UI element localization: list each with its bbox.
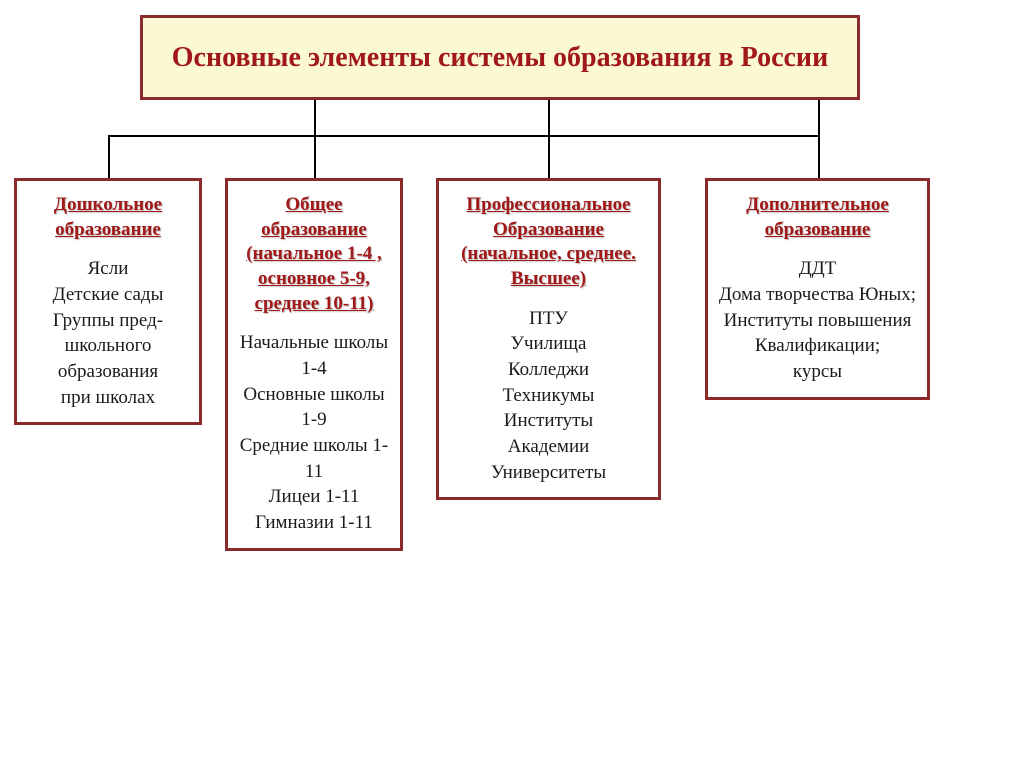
category-box-preschool: Дошкольное образование ЯслиДетские садыГ… [14, 178, 202, 425]
diagram-title: Основные элементы системы образования в … [172, 40, 828, 75]
category-body: ДДТДома творчества Юных;Институты повыше… [716, 256, 919, 384]
category-box-additional: Дополнительное образование ДДТДома творч… [705, 178, 930, 400]
connector [548, 100, 550, 178]
category-body: ЯслиДетские садыГруппы пред-школьногообр… [25, 256, 191, 410]
category-header: Общее образование (начальное 1-4 , основ… [236, 193, 392, 316]
connector [314, 100, 316, 178]
category-box-professional: Профессиональное Образование (начальное,… [436, 178, 661, 500]
category-body: Начальные школы 1-4Основные школы 1-9Сре… [236, 330, 392, 535]
category-header: Профессиональное Образование (начальное,… [447, 193, 650, 292]
category-box-general: Общее образование (начальное 1-4 , основ… [225, 178, 403, 551]
category-header: Дополнительное образование [716, 193, 919, 242]
connector [108, 135, 110, 178]
title-box: Основные элементы системы образования в … [140, 15, 860, 100]
category-header: Дошкольное образование [25, 193, 191, 242]
connector [108, 135, 818, 137]
category-body: ПТУУчилищаКолледжиТехникумыИнститутыАкад… [447, 306, 650, 485]
connector [818, 100, 820, 178]
